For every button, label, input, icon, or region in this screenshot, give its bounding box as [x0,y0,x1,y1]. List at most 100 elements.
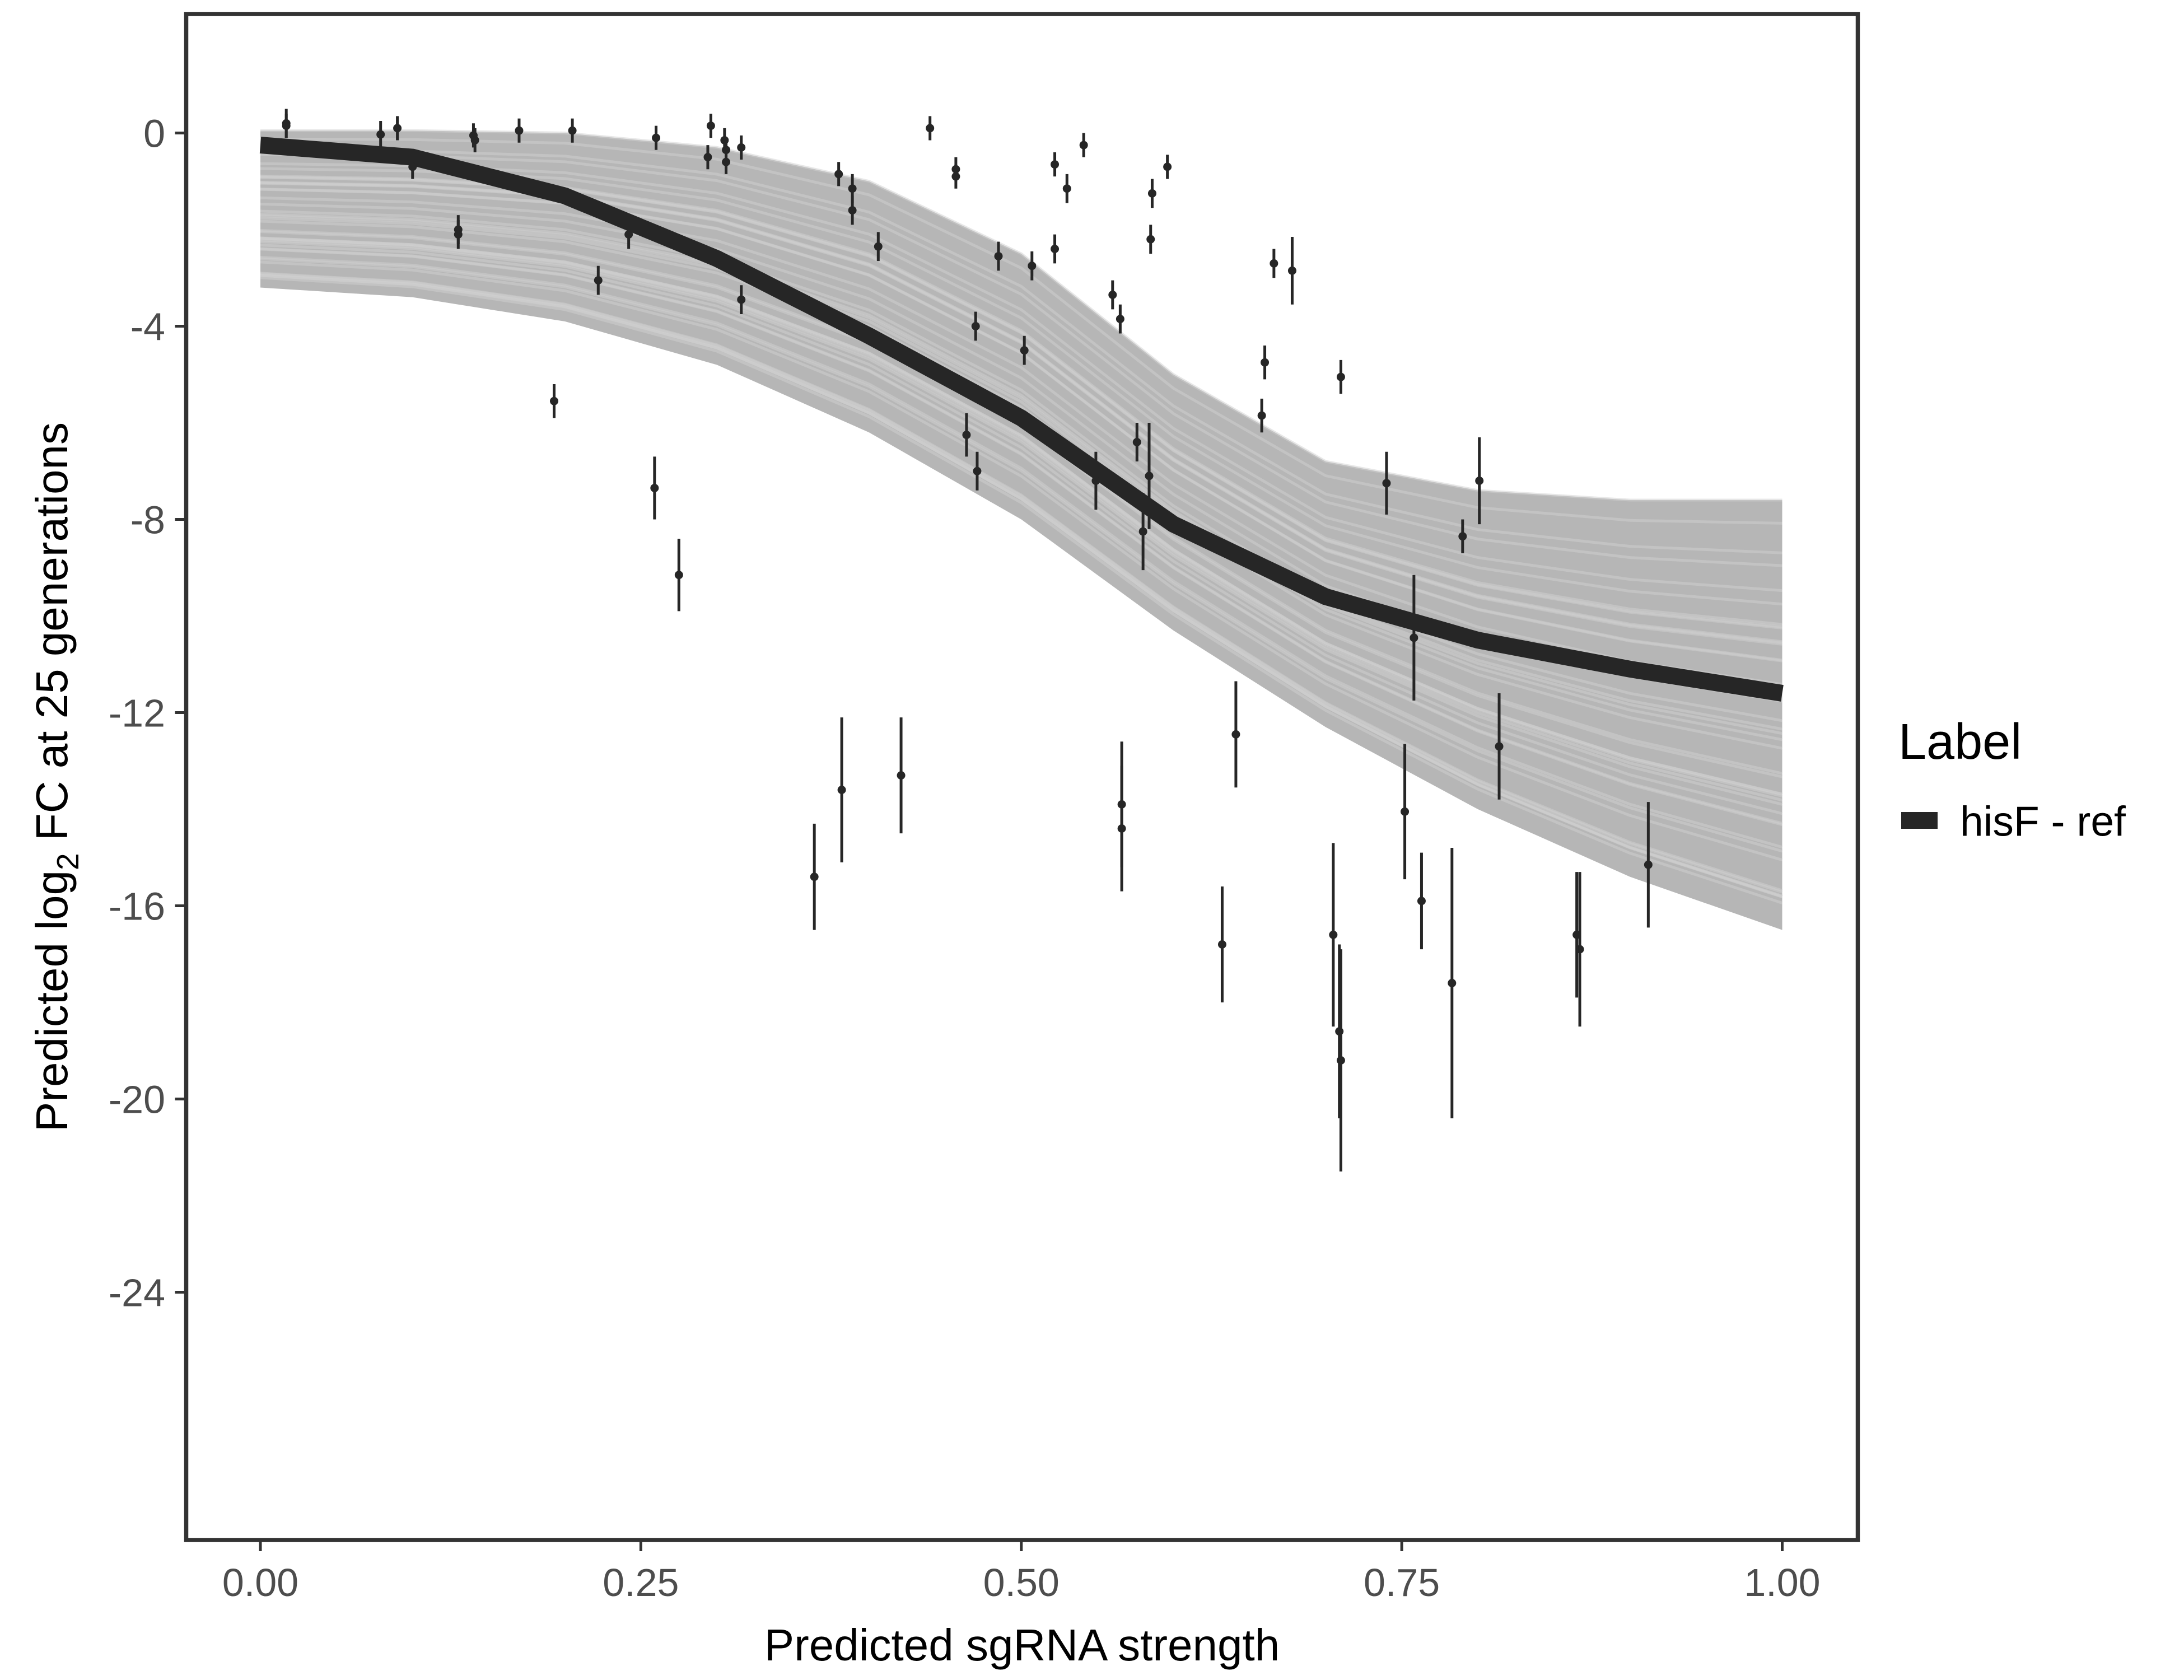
posterior-draw-line [260,257,1783,853]
data-point [1231,730,1240,739]
posterior-draw-line [260,240,1783,806]
x-tick-label: 0.75 [1364,1561,1440,1604]
data-point [1401,807,1410,816]
data-point [674,571,683,580]
data-point [549,396,558,405]
y-tick-label: -24 [109,1271,165,1315]
data-point [515,126,524,135]
data-point [1117,824,1126,833]
data-point [1132,438,1141,446]
data-point [376,130,385,139]
fit-curve-layer [259,137,1784,702]
posterior-draw-line [260,220,1782,750]
data-point [737,295,746,304]
data-point [737,143,746,152]
posterior-draw-line [260,239,1783,802]
data-point [1336,1056,1345,1065]
data-point [1020,346,1029,355]
data-point [1495,742,1504,751]
data-point [1270,259,1278,268]
data-point [706,122,715,130]
data-point [454,230,463,239]
data-point [837,786,846,794]
data-point [1575,945,1584,954]
data-point [703,153,712,162]
data-point [1091,477,1100,485]
data-point [810,872,819,881]
data-point [1382,479,1391,488]
data-point [1458,532,1467,541]
data-point [1145,472,1154,480]
legend-title: Label [1898,714,2022,770]
data-point [1138,527,1147,536]
y-tick-label: -8 [130,498,165,542]
data-point [1448,979,1457,987]
data-point [962,431,971,440]
data-point [1644,860,1653,869]
data-point [994,251,1003,260]
fit-curve-hisf-ref [259,137,1784,702]
posterior-draw-line [260,153,1782,567]
x-axis-title: Predicted sgRNA strength [764,1620,1280,1670]
y-tick-label: -16 [109,885,165,928]
x-tick-label: 0.50 [983,1561,1060,1604]
data-point [1147,189,1156,198]
data-point [1163,162,1172,171]
x-tick-label: 1.00 [1744,1561,1820,1604]
posterior-draw-line [260,274,1783,899]
posterior-draw-line [260,237,1783,797]
data-point [722,157,731,166]
data-point [1028,262,1037,270]
data-point [926,124,935,133]
data-point [897,771,906,780]
data-point [1146,235,1155,244]
posterior-draw-line [260,148,1782,554]
x-tick-label: 0.00 [222,1561,298,1604]
data-point [1217,940,1226,949]
y-axis-title-pre: Predicted log [27,870,77,1132]
y-axis-title: Predicted log2 FC at 25 generations [27,422,85,1132]
data-point [1336,372,1345,381]
data-point [951,172,960,181]
x-tick-label: 0.25 [603,1561,679,1604]
data-point [652,133,661,142]
data-point [1329,930,1338,939]
data-point [1108,290,1117,299]
posterior-draw-line [260,196,1782,686]
data-point [1417,897,1426,906]
data-points [282,109,1653,1172]
data-point [1116,315,1124,324]
posterior-draw-line [260,129,1782,502]
y-tick-label: -4 [130,305,165,349]
data-point [568,126,577,135]
data-point [1475,477,1484,485]
posterior-draw-line [260,256,1783,849]
data-point [624,230,633,239]
data-point [470,136,479,144]
data-point [1062,184,1071,193]
posterior-draw-line [260,244,1783,815]
data-point [1261,358,1270,367]
posterior-draw-line [260,213,1782,731]
y-axis-title-sub: 2 [50,853,85,870]
data-point [393,124,402,133]
data-point [1335,1027,1344,1036]
data-point [1051,160,1060,169]
data-point [848,206,857,214]
data-point [282,122,291,130]
posterior-draw-line [260,260,1783,862]
data-point [594,276,603,285]
posterior-draw-line [260,248,1783,827]
posterior-draw-line [260,181,1782,645]
legend-label-hisf-ref: hisF - ref [1960,798,2126,845]
posterior-draw-line [260,272,1783,892]
y-tick-label: -20 [109,1078,165,1122]
y-axis: 0 -4 -8 -12 -16 -20 -24 [109,112,186,1315]
data-point [874,242,883,251]
data-point [408,162,417,171]
posterior-draw-line [260,276,1783,904]
x-axis: 0.00 0.25 0.50 0.75 1.00 [222,1540,1821,1604]
data-point [1051,245,1060,253]
data-point [1410,633,1418,642]
